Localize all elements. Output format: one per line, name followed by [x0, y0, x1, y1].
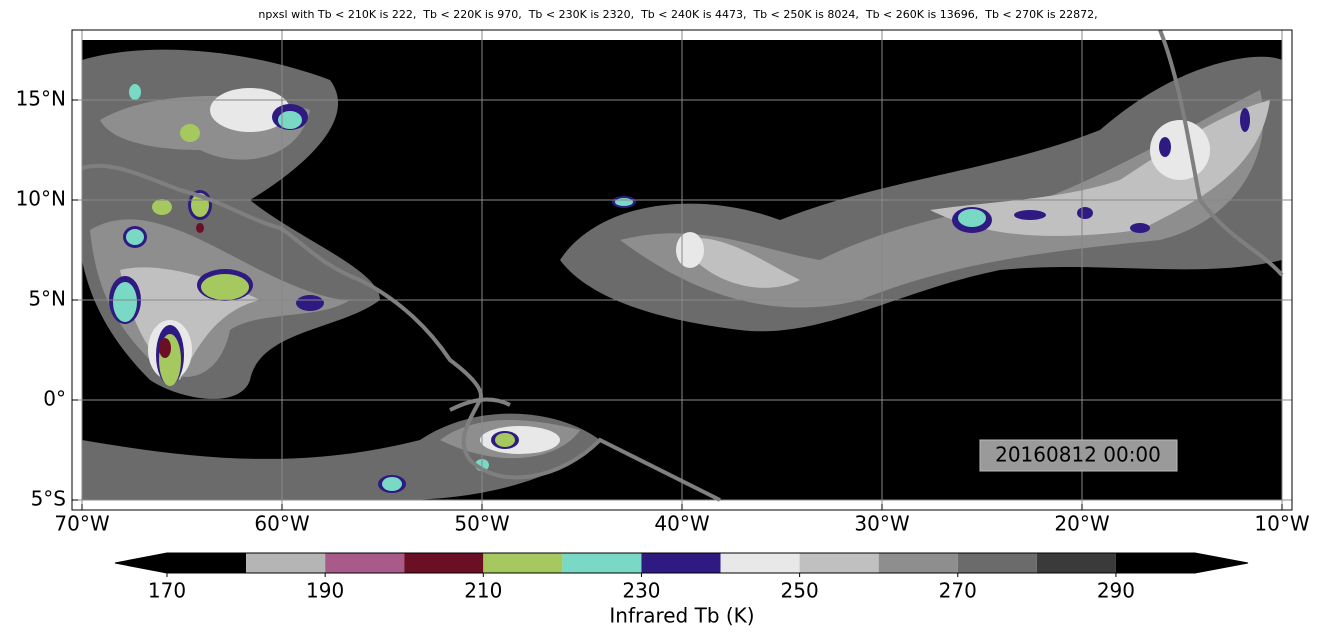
colorbar-segment [483, 553, 563, 573]
x-tick-label: 40°W [654, 512, 709, 536]
colorbar-segment [799, 553, 879, 573]
y-tick-label: 5°N [28, 287, 66, 311]
colorbar: 170 190 210 230 250 270 290 [114, 552, 1249, 603]
timestamp-background [979, 439, 1178, 472]
colorbar-extend-low [115, 553, 167, 573]
colorbar-segment [404, 553, 484, 573]
colorbar-extend-high [1195, 553, 1248, 573]
x-tick-label: 70°W [54, 512, 109, 536]
colorbar-tick-label: 210 [464, 579, 502, 603]
timestamp-box: 20160812 00:00 [979, 439, 1178, 472]
colorbar-segment [246, 553, 326, 573]
colorbar-segment [562, 553, 642, 573]
colorbar-tick-label: 230 [622, 579, 660, 603]
x-tick-label: 60°W [254, 512, 309, 536]
colorbar-segment [720, 553, 800, 573]
colorbar-tick-label: 250 [781, 579, 819, 603]
colorbar-segment [1115, 553, 1195, 573]
colorbar-tick-label: 290 [1097, 579, 1135, 603]
y-tick-label: 15°N [16, 87, 66, 111]
y-tick-label: 10°N [16, 187, 66, 211]
y-tick-label: 0° [43, 387, 66, 411]
colorbar-segment [641, 553, 721, 573]
grid [72, 30, 1292, 510]
colorbar-segment [167, 553, 247, 573]
colorbar-tick-label: 190 [306, 579, 344, 603]
x-tick-label: 20°W [1054, 512, 1109, 536]
colorbar-segment [325, 553, 405, 573]
x-tick-label: 50°W [454, 512, 509, 536]
colorbar-segment [1036, 553, 1116, 573]
colorbar-segment [957, 553, 1037, 573]
colorbar-segment [878, 553, 958, 573]
x-tick-label: 30°W [854, 512, 909, 536]
colorbar-tick-label: 170 [148, 579, 186, 603]
colorbar-tick-label: 270 [939, 579, 977, 603]
y-tick-label: 5°S [31, 487, 66, 511]
cloud-field [82, 49, 1282, 500]
timestamp: 20160812 00:00 [995, 443, 1161, 467]
x-tick-label: 10°W [1254, 512, 1309, 536]
colorbar-label: Infrared Tb (K) [609, 604, 754, 628]
title: npxsl with Tb < 210K is 222, Tb < 220K i… [258, 8, 1097, 21]
